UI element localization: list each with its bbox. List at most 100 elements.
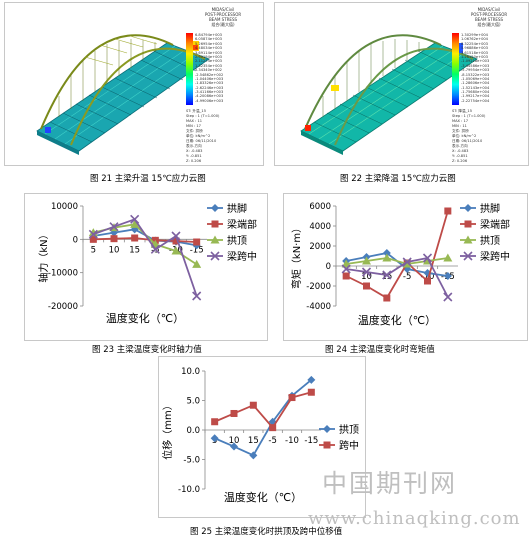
color-ramp: [186, 33, 193, 105]
data-point: [424, 277, 431, 285]
x-axis-title: 温度变化（℃）: [358, 313, 436, 327]
data-point: [307, 375, 316, 384]
legend-swatch-marker: [211, 220, 219, 228]
data-point: [171, 231, 181, 241]
data-point: [341, 259, 351, 268]
bridge-model-cooling: [300, 34, 478, 155]
ramp-value: 6.05874e+003: [195, 37, 222, 42]
legend-swatch-marker: [464, 220, 472, 228]
info-line: ST: 升温_15: [186, 109, 206, 113]
series-line: [93, 218, 198, 297]
x-tick-label: 5: [91, 245, 96, 255]
legend-title-3: BEAM STRESS: [208, 17, 238, 22]
data-point: [230, 409, 238, 417]
fem-legend-cooling: MIDAS/Civil POST-PROCESSOR BEAM STRESS 组…: [452, 7, 526, 165]
legend-label: 拱脚: [227, 202, 247, 215]
caption-fig23: 图 23 主梁温度变化时轴力值: [92, 345, 202, 355]
data-point: [341, 264, 351, 274]
data-point: [443, 253, 453, 262]
y-tick-label: 6000: [309, 202, 331, 212]
y-axis-title: 位移（mm）: [161, 400, 174, 459]
legend-sub: 组合(最大值): [477, 22, 501, 27]
y-tick-label: 4000: [309, 222, 331, 232]
data-point: [361, 267, 372, 277]
legend-label: 拱脚: [480, 202, 500, 215]
data-point: [382, 270, 392, 280]
ramp-value: 4.48034e+003: [195, 46, 222, 51]
data-point: [269, 424, 277, 432]
legend-swatch-marker: [323, 441, 331, 449]
ramp-value: 6.84794e+003: [195, 33, 222, 37]
info-line: ST: 降温_15: [452, 109, 472, 113]
legend-swatch-marker: [463, 251, 473, 261]
data-point: [288, 394, 296, 402]
x-tick-label: -15: [304, 436, 318, 446]
ramp-value: -1.99217e+004: [461, 94, 490, 99]
data-point: [382, 249, 391, 257]
legend-swatch-marker: [210, 251, 220, 261]
info-line: Z: 0.206: [186, 159, 202, 163]
data-point: [307, 388, 315, 396]
caption-fig22: 图 22 主梁降温 15℃应力云图: [340, 174, 456, 184]
info-line: 日期: 06/11/2010: [452, 139, 483, 143]
info-line: X: -0.483: [186, 149, 203, 153]
y-tick-label: -10000: [48, 269, 78, 279]
legend-label: 拱顶: [480, 234, 500, 247]
info-line: 单位: kN/m^2: [186, 134, 211, 138]
data-point: [171, 246, 181, 255]
series-line: [345, 210, 449, 300]
data-point: [230, 442, 238, 451]
data-point: [402, 257, 412, 267]
ramp-labels: 6.84794e+003 6.05874e+003 5.26954e+003 4…: [195, 33, 255, 103]
ramp-value: 2.11274e+003: [195, 59, 222, 64]
legend-info: ST: 降温_15 Step : 1 (T=1.000) MAX : 17 MI…: [452, 109, 522, 164]
x-tick-label: -5: [403, 272, 411, 282]
data-point: [444, 207, 452, 215]
ramp-value: -2.54862e+002: [195, 72, 224, 77]
data-point: [210, 434, 219, 443]
legend-label: 梁跨中: [480, 250, 510, 263]
y-tick-label: 10000: [51, 202, 78, 212]
caption-fig21: 图 21 主梁升温 15℃应力云图: [90, 174, 206, 184]
bridge-model-heating: [36, 34, 210, 155]
legend-label: 拱顶: [227, 234, 247, 247]
legend-swatch-marker: [463, 235, 473, 244]
legend-swatch-marker: [210, 235, 220, 244]
ramp-value: 3.69114e+003: [195, 50, 222, 55]
caption-fig24: 图 24 主梁温度变化时弯矩值: [325, 345, 435, 355]
ramp-value: -1.52143e+004: [461, 85, 490, 90]
x-tick-label: 15: [129, 245, 140, 255]
legend-title-1: MIDAS/Civil: [211, 7, 235, 12]
x-axis-title: 温度变化（℃）: [224, 490, 302, 504]
legend-swatch-marker: [464, 204, 472, 212]
y-tick-label: -2000: [306, 282, 331, 292]
ramp-value: -1.83326e+003: [195, 81, 224, 86]
info-line: X: -0.483: [452, 149, 469, 153]
ramp-value: 5.26954e+003: [195, 41, 222, 46]
data-point: [383, 294, 391, 302]
legend-label: 梁端部: [480, 218, 510, 231]
ramp-value: -5.79954e+003: [461, 68, 490, 73]
y-axis-title: 弯矩（kN·m）: [290, 223, 303, 289]
ramp-value: -3.41166e+003: [195, 90, 224, 95]
ramp-value: 2.90194e+003: [195, 54, 222, 59]
fem-legend-heating: MIDAS/Civil POST-PROCESSOR BEAM STRESS 组…: [186, 7, 260, 165]
data-point: [150, 244, 160, 254]
data-point: [192, 291, 202, 301]
series-line: [214, 379, 312, 457]
ramp-value: -1.09218e+003: [461, 59, 490, 64]
y-tick-label: 0: [73, 235, 78, 245]
series-3: [88, 214, 202, 301]
chart-frame-displacement: 10.05.00.0-5.0-10.051015-5-10-15拱顶跨中温度变化…: [158, 356, 366, 518]
legend-label: 跨中: [339, 439, 359, 452]
ramp-value: 3.61518e+003: [461, 50, 488, 55]
legend-swatch-marker: [211, 204, 219, 212]
x-tick-label: -10: [285, 436, 299, 446]
y-axis-title: 轴力（kN）: [37, 229, 50, 282]
data-point: [249, 401, 257, 409]
ramp-value: -8.15322e+003: [461, 72, 490, 77]
data-point: [88, 229, 98, 239]
ramp-value: 1.30299e+004: [461, 33, 488, 37]
ramp-value: 8.32254e+003: [461, 41, 488, 46]
info-line: 表示-方向: [186, 144, 202, 148]
